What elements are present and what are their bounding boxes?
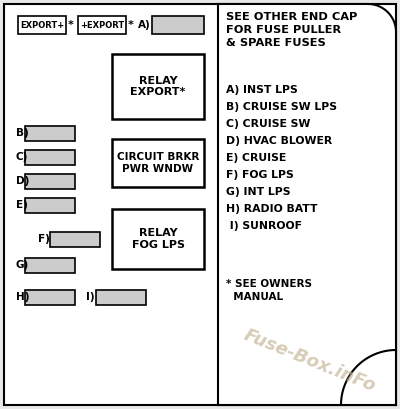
Bar	[25, 290, 75, 305]
Text: H): H)	[16, 292, 30, 303]
Text: * SEE OWNERS
  MANUAL: * SEE OWNERS MANUAL	[226, 279, 312, 302]
Text: B): B)	[16, 128, 29, 139]
Text: H) RADIO BATT: H) RADIO BATT	[226, 204, 318, 214]
Bar	[25, 174, 75, 189]
Bar	[25, 198, 75, 213]
Bar	[50, 232, 100, 247]
Text: I) SUNROOF: I) SUNROOF	[226, 221, 302, 231]
Bar	[112, 54, 204, 119]
Text: +EXPORT: +EXPORT	[80, 20, 124, 29]
Text: D): D)	[16, 177, 29, 187]
Bar	[96, 290, 146, 305]
Bar	[25, 150, 75, 165]
Text: CIRCUIT BRKR
PWR WNDW: CIRCUIT BRKR PWR WNDW	[117, 152, 199, 174]
Text: A): A)	[138, 20, 151, 30]
PathPatch shape	[218, 4, 396, 405]
Bar	[112, 139, 204, 187]
Text: RELAY
FOG LPS: RELAY FOG LPS	[132, 228, 184, 250]
Text: I): I)	[86, 292, 95, 303]
Text: F) FOG LPS: F) FOG LPS	[226, 170, 294, 180]
Text: G) INT LPS: G) INT LPS	[226, 187, 290, 197]
Text: C): C)	[16, 153, 28, 162]
Bar	[112, 209, 204, 269]
Text: EXPORT+: EXPORT+	[20, 20, 64, 29]
Bar	[25, 126, 75, 141]
Bar	[152, 16, 204, 34]
Bar	[25, 258, 75, 273]
Bar	[18, 16, 66, 34]
Text: B) CRUISE SW LPS: B) CRUISE SW LPS	[226, 102, 337, 112]
Text: E): E)	[16, 200, 28, 211]
Text: SEE OTHER END CAP
FOR FUSE PULLER
& SPARE FUSES: SEE OTHER END CAP FOR FUSE PULLER & SPAR…	[226, 12, 357, 47]
Text: C) CRUISE SW: C) CRUISE SW	[226, 119, 310, 129]
Text: RELAY
EXPORT*: RELAY EXPORT*	[130, 76, 186, 97]
Text: D) HVAC BLOWER: D) HVAC BLOWER	[226, 136, 332, 146]
Text: E) CRUISE: E) CRUISE	[226, 153, 286, 163]
Bar	[78, 16, 126, 34]
Text: Fuse-Box.inFo: Fuse-Box.inFo	[241, 326, 379, 396]
Text: F): F)	[38, 234, 50, 245]
Text: A) INST LPS: A) INST LPS	[226, 85, 298, 95]
Text: *: *	[128, 20, 134, 30]
Text: *: *	[68, 20, 74, 30]
Text: G): G)	[16, 261, 29, 270]
